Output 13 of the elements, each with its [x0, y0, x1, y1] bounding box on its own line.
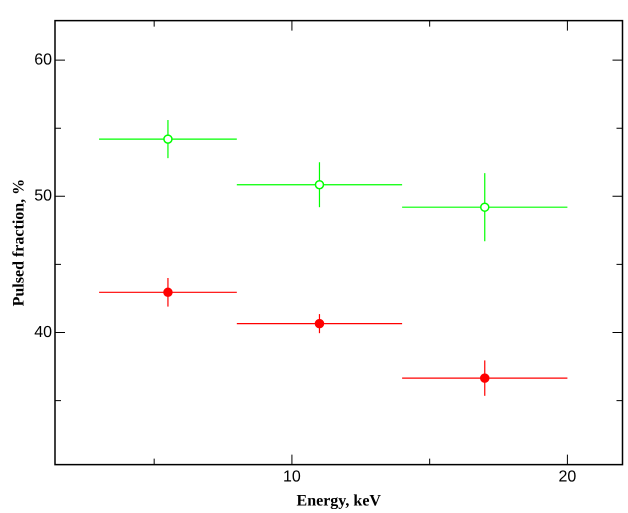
y-tick-label: 60 — [34, 52, 52, 69]
point — [163, 288, 173, 298]
point — [314, 318, 324, 328]
point — [314, 180, 324, 190]
point — [163, 134, 173, 144]
y-axis-title: Pulsed fraction, % — [10, 178, 28, 306]
x-tick-label: 20 — [558, 468, 576, 486]
y-tick-label: 40 — [34, 324, 52, 341]
y-tick-label: 50 — [34, 188, 52, 205]
point — [480, 373, 490, 383]
x-axis-title: Energy, keV — [296, 492, 382, 510]
x-tick-label: 10 — [283, 468, 301, 486]
point — [480, 202, 490, 212]
